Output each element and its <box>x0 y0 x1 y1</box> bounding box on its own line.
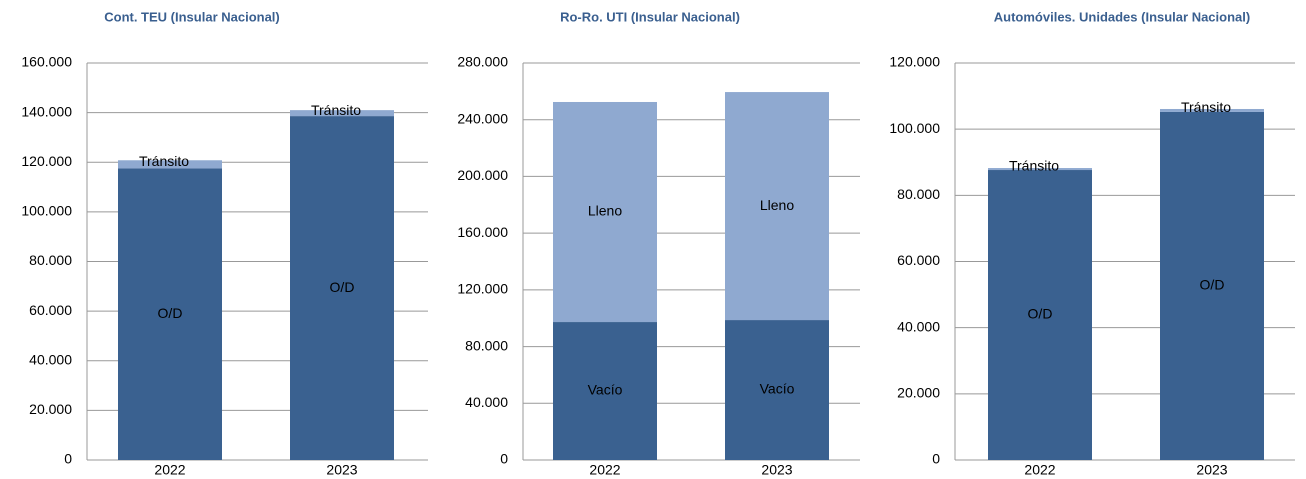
segment-label: Vacío <box>588 382 623 398</box>
bar-segment <box>553 322 657 460</box>
segment-label: Tránsito <box>311 102 361 118</box>
bar-segment <box>553 101 657 323</box>
y-tick-label: 0 <box>500 451 508 467</box>
y-tick-label: 120.000 <box>889 54 940 70</box>
y-tick-label: 0 <box>932 451 940 467</box>
y-tick-label: 120.000 <box>21 153 72 169</box>
y-tick-label: 40.000 <box>29 351 72 367</box>
y-tick-label: 160.000 <box>457 224 508 240</box>
x-tick-label: 2023 <box>761 462 792 478</box>
chart-title: Ro-Ro. UTI (Insular Nacional) <box>560 9 740 24</box>
segment-label: Vacío <box>760 381 795 397</box>
y-tick-label: 60.000 <box>897 252 940 268</box>
bar-segment <box>988 168 1092 171</box>
segment-label: O/D <box>158 305 183 321</box>
x-tick-label: 2022 <box>589 462 620 478</box>
y-tick-label: 240.000 <box>457 110 508 126</box>
bar-segment <box>1160 108 1264 112</box>
y-tick-label: 100.000 <box>889 120 940 136</box>
y-tick-label: 20.000 <box>897 385 940 401</box>
x-tick-label: 2022 <box>154 462 185 478</box>
y-tick-label: 80.000 <box>29 252 72 268</box>
segment-label: Tránsito <box>1009 158 1059 174</box>
segment-label: Lleno <box>760 197 794 213</box>
segment-label: Tránsito <box>139 153 189 169</box>
y-tick-label: 140.000 <box>21 103 72 119</box>
y-tick-label: 280.000 <box>457 54 508 70</box>
y-tick-label: 100.000 <box>21 203 72 219</box>
x-tick-label: 2023 <box>1196 462 1227 478</box>
bar-segment <box>290 110 394 117</box>
segment-label: O/D <box>1028 306 1053 322</box>
y-tick-label: 60.000 <box>29 302 72 318</box>
bar-segment <box>725 320 829 460</box>
y-tick-label: 160.000 <box>21 54 72 70</box>
bar-segment <box>725 92 829 321</box>
y-tick-label: 20.000 <box>29 401 72 417</box>
bar-segment <box>118 160 222 169</box>
y-tick-label: 80.000 <box>465 337 508 353</box>
y-tick-label: 80.000 <box>897 186 940 202</box>
y-tick-label: 120.000 <box>457 281 508 297</box>
bar-segment <box>290 116 394 460</box>
bar-segment <box>988 170 1092 460</box>
y-tick-label: 200.000 <box>457 167 508 183</box>
segment-label: Tránsito <box>1181 99 1231 115</box>
y-tick-label: 40.000 <box>897 318 940 334</box>
bar-segment <box>118 168 222 460</box>
segment-label: O/D <box>330 279 355 295</box>
segment-label: Lleno <box>588 203 622 219</box>
bar-segment <box>1160 111 1264 461</box>
y-tick-label: 40.000 <box>465 394 508 410</box>
chart-title: Cont. TEU (Insular Nacional) <box>104 9 280 24</box>
segment-label: O/D <box>1200 277 1225 293</box>
y-tick-label: 0 <box>64 451 72 467</box>
x-tick-label: 2022 <box>1024 462 1055 478</box>
x-tick-label: 2023 <box>326 462 357 478</box>
chart-title: Automóviles. Unidades (Insular Nacional) <box>994 9 1250 24</box>
